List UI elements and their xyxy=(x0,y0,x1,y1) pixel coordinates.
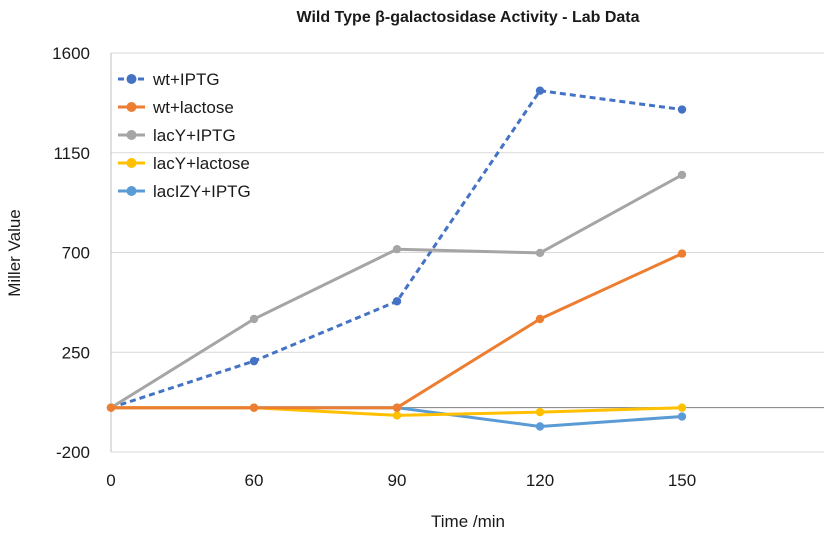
legend-marker xyxy=(126,130,137,140)
data-point xyxy=(249,314,259,324)
legend-label: lacIZY+IPTG xyxy=(153,182,251,201)
legend-label: lacY+lactose xyxy=(153,154,250,173)
legend-label: wt+lactose xyxy=(152,98,234,117)
y-tick-label: 700 xyxy=(62,244,90,263)
legend-label: lacY+IPTG xyxy=(153,126,236,145)
legend: wt+IPTG wt+lactose lacY+IPTG lacY+lactose la… xyxy=(118,70,251,201)
data-point xyxy=(249,403,259,412)
data-point xyxy=(392,297,402,306)
data-point xyxy=(392,411,402,420)
series-layer xyxy=(106,86,687,431)
legend-label: wt+IPTG xyxy=(152,70,220,89)
series-wt-lactose xyxy=(106,249,687,412)
data-point xyxy=(392,403,402,412)
legend-item: wt+IPTG xyxy=(118,70,220,89)
y-tick-label: 1150 xyxy=(53,144,90,163)
data-point xyxy=(535,86,545,95)
data-point xyxy=(677,170,687,180)
data-point xyxy=(106,403,116,412)
data-point xyxy=(392,244,402,254)
x-tick-label: 120 xyxy=(526,471,554,490)
legend-item: lacY+lactose xyxy=(118,154,250,173)
y-tick-label: -200 xyxy=(56,443,90,462)
y-axis-ticks: 1600 1150 700 250 -200 xyxy=(52,44,90,462)
legend-marker xyxy=(126,74,137,84)
x-tick-label: 0 xyxy=(106,471,115,490)
legend-item: lacIZY+IPTG xyxy=(118,182,251,201)
chart-title: Wild Type β-galactosidase Activity - Lab… xyxy=(296,9,639,26)
x-axis-ticks: 0 60 90 120 150 xyxy=(106,471,696,490)
legend-marker xyxy=(126,102,137,112)
x-axis-label: Time /min xyxy=(431,512,505,531)
data-point xyxy=(535,407,545,417)
legend-item: wt+lactose xyxy=(118,98,234,117)
data-point xyxy=(249,356,259,366)
x-tick-label: 60 xyxy=(245,471,264,490)
data-point xyxy=(677,412,687,421)
y-axis-label: Miller Value xyxy=(5,209,24,297)
data-point xyxy=(535,248,545,258)
data-point xyxy=(677,105,687,114)
series-line xyxy=(110,173,683,409)
data-point xyxy=(535,422,545,431)
legend-marker xyxy=(126,186,137,196)
legend-item: lacY+IPTG xyxy=(118,126,236,145)
x-tick-label: 90 xyxy=(388,471,407,490)
series-wt-iptg xyxy=(106,86,687,412)
data-point xyxy=(535,314,545,324)
legend-marker xyxy=(126,158,137,168)
y-tick-label: 250 xyxy=(62,343,90,362)
y-tick-label: 1600 xyxy=(52,44,90,63)
data-point xyxy=(677,249,687,258)
x-tick-label: 150 xyxy=(668,471,696,490)
series-line xyxy=(111,252,683,410)
data-point xyxy=(677,403,687,412)
